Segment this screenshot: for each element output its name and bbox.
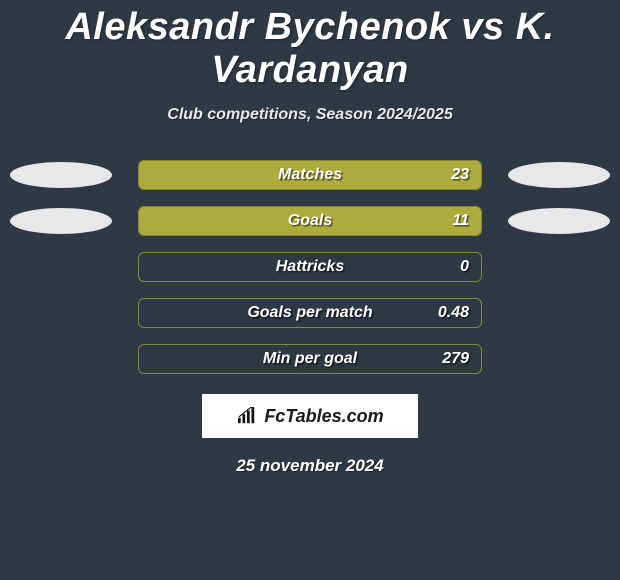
stat-row: Hattricks0 bbox=[0, 252, 620, 282]
stat-label: Matches bbox=[139, 166, 481, 184]
stat-bar: Hattricks0 bbox=[138, 252, 482, 282]
stat-value: 11 bbox=[452, 212, 469, 230]
stat-value: 0 bbox=[460, 258, 469, 276]
stat-label: Goals bbox=[139, 212, 481, 230]
stat-bar: Goals per match0.48 bbox=[138, 298, 482, 328]
stat-label: Min per goal bbox=[139, 350, 481, 368]
stat-bar: Min per goal279 bbox=[138, 344, 482, 374]
right-oval bbox=[508, 162, 610, 188]
page-subtitle: Club competitions, Season 2024/2025 bbox=[0, 106, 620, 124]
stat-row: Goals11 bbox=[0, 206, 620, 236]
left-oval bbox=[10, 208, 112, 234]
stat-row: Matches23 bbox=[0, 160, 620, 190]
stat-value: 23 bbox=[451, 166, 469, 184]
stat-label: Hattricks bbox=[139, 258, 481, 276]
logo-text: FcTables.com bbox=[264, 406, 383, 427]
stat-value: 279 bbox=[442, 350, 469, 368]
stat-value: 0.48 bbox=[438, 304, 469, 322]
stat-bar: Goals11 bbox=[138, 206, 482, 236]
stat-rows: Matches23 Goals11 Hattricks0 Goals per matc… bbox=[0, 160, 620, 374]
date-label: 25 november 2024 bbox=[0, 456, 620, 476]
stat-row: Goals per match0.48 bbox=[0, 298, 620, 328]
logo-box[interactable]: FcTables.com bbox=[202, 394, 418, 438]
stat-label: Goals per match bbox=[139, 304, 481, 322]
stat-bar: Matches23 bbox=[138, 160, 482, 190]
page-title: Aleksandr Bychenok vs K. Vardanyan bbox=[0, 0, 620, 92]
chart-icon bbox=[236, 407, 258, 425]
left-oval bbox=[10, 162, 112, 188]
right-oval bbox=[508, 208, 610, 234]
stat-row: Min per goal279 bbox=[0, 344, 620, 374]
